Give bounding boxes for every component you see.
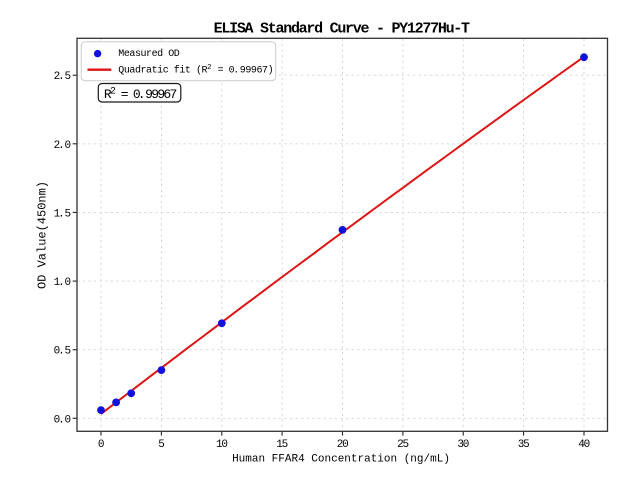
- svg-text:ELISA Standard Curve - PY1277H: ELISA Standard Curve - PY1277Hu-T: [214, 20, 470, 37]
- svg-text:Human FFAR4 Concentration (ng/: Human FFAR4 Concentration (ng/mL): [232, 454, 450, 466]
- svg-text:0: 0: [98, 439, 104, 451]
- svg-text:OD Value(450nm): OD Value(450nm): [36, 181, 50, 289]
- svg-text:Measured OD: Measured OD: [118, 48, 180, 60]
- svg-text:40: 40: [578, 439, 589, 451]
- svg-text:30: 30: [457, 439, 468, 451]
- svg-text:1.0: 1.0: [54, 277, 71, 289]
- svg-text:15: 15: [276, 439, 287, 451]
- svg-text:2.0: 2.0: [54, 140, 71, 152]
- svg-text:35: 35: [518, 439, 529, 451]
- svg-text:25: 25: [397, 439, 408, 451]
- svg-text:2.5: 2.5: [54, 71, 71, 83]
- svg-text:20: 20: [337, 439, 348, 451]
- svg-text:5: 5: [158, 439, 164, 451]
- svg-text:Quadratic fit (R2 = 0.99967): Quadratic fit (R2 = 0.99967): [118, 64, 273, 76]
- svg-text:R2 = 0.99967: R2 = 0.99967: [104, 86, 177, 102]
- svg-text:1.5: 1.5: [54, 208, 71, 220]
- svg-text:0.5: 0.5: [54, 346, 71, 358]
- svg-text:0.0: 0.0: [54, 414, 71, 426]
- svg-text:10: 10: [216, 439, 227, 451]
